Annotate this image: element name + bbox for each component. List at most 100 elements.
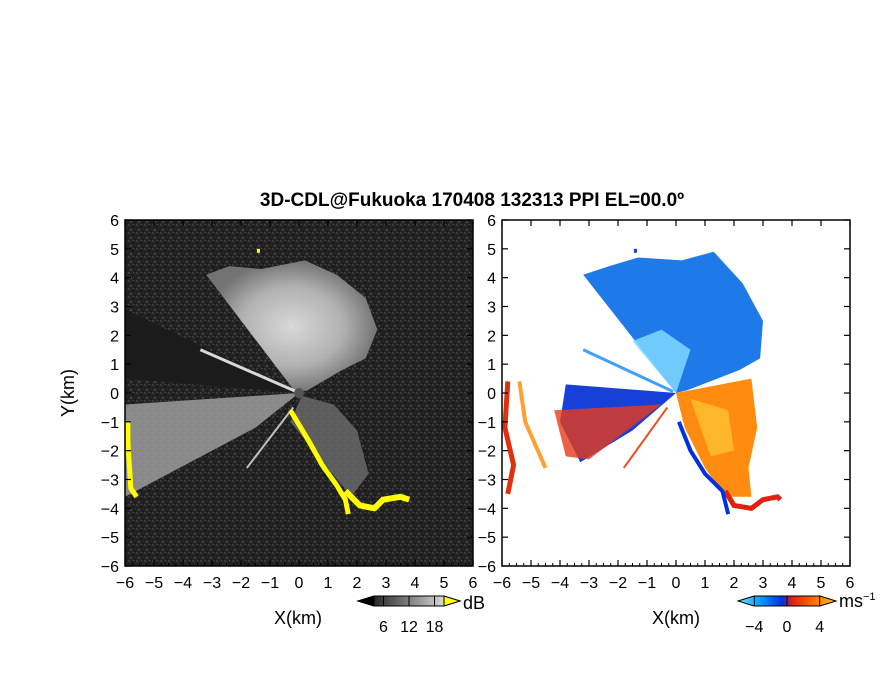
y-tick-label: −3 (478, 473, 496, 490)
x-tick-label: 4 (788, 575, 797, 592)
velocity-clutter-edge (723, 489, 783, 511)
reflectivity-clutter (288, 409, 351, 515)
velocity-colorbar-ticks: −4 0 4 (745, 596, 824, 636)
x-tick-label: 2 (353, 575, 362, 592)
y-tick-label: −2 (478, 444, 496, 461)
x-tick-label: 4 (411, 575, 420, 592)
velocity-west-receding (554, 404, 662, 460)
reflectivity-clutter (125, 421, 139, 499)
y-tick-label: −6 (101, 559, 119, 576)
y-tick-label: −6 (478, 559, 496, 576)
colorbar-tick-label: 6 (379, 619, 388, 636)
y-tick-label: −4 (101, 501, 119, 518)
x-tick-label: −1 (261, 575, 279, 592)
x-tick-label: 1 (324, 575, 333, 592)
x-tick-label: 2 (730, 575, 739, 592)
reflectivity-colorbar-unit: dB (463, 593, 485, 613)
x-tick-label: 6 (469, 575, 478, 592)
velocity-y-axis: 6 5 4 3 2 1 0 −1 −2 −3 −4 −5 −6 (478, 213, 850, 576)
velocity-panel: −6 −5 −4 −3 −2 −1 0 1 2 3 4 5 6 6 5 4 3 2 1 0 −1 −2 −3 −4 −5−6 … (478, 213, 855, 628)
velocity-west-speckle (502, 381, 517, 495)
reflectivity-clutter (256, 248, 260, 253)
y-tick-label: 6 (487, 213, 496, 230)
reflectivity-spoke (199, 348, 297, 393)
x-tick-label: −2 (609, 575, 627, 592)
y-tick-label: 6 (110, 213, 119, 230)
x-tick-label: −6 (116, 575, 134, 592)
y-tick-label: 3 (110, 300, 119, 317)
x-tick-label: −6 (493, 575, 511, 592)
x-tick-label: 5 (817, 575, 826, 592)
x-tick-label: 0 (295, 575, 304, 592)
colorbar-tick-label: −4 (745, 619, 763, 636)
velocity-xlabel: X(km) (652, 608, 700, 628)
x-tick-label: −4 (551, 575, 569, 592)
reflectivity-blocked-wedge (125, 309, 299, 393)
x-tick-label: −4 (174, 575, 192, 592)
chart-title: 3D-CDL@Fukuoka 170408 132313 PPI EL=00.0… (260, 190, 684, 211)
velocity-clutter-edge (677, 421, 731, 515)
reflectivity-panel: −6 −5 −4 −3 −2 −1 0 1 2 3 4 5 6 6 5 4 3 2 1 0 −1 −2 −3 −4 −5−6 … (58, 213, 478, 628)
y-tick-label: −1 (101, 415, 119, 432)
velocity-colorbar-unit-exponent: −1 (863, 591, 876, 603)
reflectivity-xlabel: X(km) (274, 608, 322, 628)
radar-site-marker (294, 388, 304, 398)
reflectivity-echo (125, 248, 411, 515)
velocity-echo (502, 248, 783, 515)
y-tick-label: 3 (487, 300, 496, 317)
y-tick-label: 4 (487, 271, 496, 288)
velocity-approaching-core (632, 329, 691, 393)
x-tick-label: 6 (846, 575, 855, 592)
reflectivity-echo-south (290, 395, 369, 497)
x-tick-label: −5 (522, 575, 540, 592)
x-tick-label: −3 (580, 575, 598, 592)
y-tick-label: −5 (101, 530, 119, 547)
y-tick-label: 0 (487, 386, 496, 403)
colorbar-tick-label: 12 (400, 619, 418, 636)
colorbar-tick-label: 0 (783, 619, 792, 636)
velocity-approaching-echo (583, 251, 763, 393)
y-tick-label: 0 (110, 386, 119, 403)
velocity-speckle (633, 248, 637, 253)
y-tick-label: 1 (110, 357, 119, 374)
reflectivity-ylabel: Y(km) (58, 369, 78, 417)
y-tick-label: 4 (110, 271, 119, 288)
reflectivity-echo-west (125, 393, 299, 497)
x-tick-label: 3 (382, 575, 391, 592)
y-tick-label: −3 (101, 473, 119, 490)
x-tick-label: −1 (638, 575, 656, 592)
y-tick-label: 5 (110, 242, 119, 259)
reflectivity-y-axis: 6 5 4 3 2 1 0 −1 −2 −3 −4 −5 −6 (101, 213, 473, 576)
x-tick-label: 5 (440, 575, 449, 592)
velocity-x-axis: −6 −5 −4 −3 −2 −1 0 1 2 3 4 5 6 (493, 220, 855, 592)
velocity-receding-core (690, 398, 734, 457)
velocity-spoke (582, 348, 674, 393)
x-tick-label: −2 (232, 575, 250, 592)
colorbar-tick-label: 18 (426, 619, 444, 636)
reflectivity-colorbar: 6 12 18 dB (356, 593, 485, 636)
x-tick-label: 1 (701, 575, 710, 592)
x-tick-label: 0 (672, 575, 681, 592)
reflectivity-colorbar-ticks: 6 12 18 (379, 596, 444, 636)
y-tick-label: 5 (487, 242, 496, 259)
reflectivity-spoke (246, 406, 294, 469)
reflectivity-echo-main (206, 260, 378, 393)
y-tick-label: −2 (101, 444, 119, 461)
reflectivity-clutter (343, 488, 411, 512)
y-tick-label: 2 (487, 328, 496, 345)
reflectivity-colorbar-right-arrow (443, 595, 462, 607)
velocity-blocked-wedge (502, 309, 676, 393)
x-tick-label: −5 (145, 575, 163, 592)
x-tick-label: −3 (203, 575, 221, 592)
y-tick-label: 2 (110, 328, 119, 345)
reflectivity-x-axis: −6 −5 −4 −3 −2 −1 0 1 2 3 4 5 6 (116, 220, 478, 592)
x-tick-label: 3 (759, 575, 768, 592)
velocity-colorbar-unit-base: ms (839, 591, 863, 611)
velocity-colorbar-unit: ms−1 (839, 591, 876, 611)
reflectivity-colorbar-left-arrow (356, 595, 375, 607)
y-tick-label: 1 (487, 357, 496, 374)
y-tick-label: −1 (478, 415, 496, 432)
colorbar-tick-label: 4 (815, 619, 824, 636)
velocity-colorbar: −4 0 4 ms−1 (736, 591, 876, 636)
